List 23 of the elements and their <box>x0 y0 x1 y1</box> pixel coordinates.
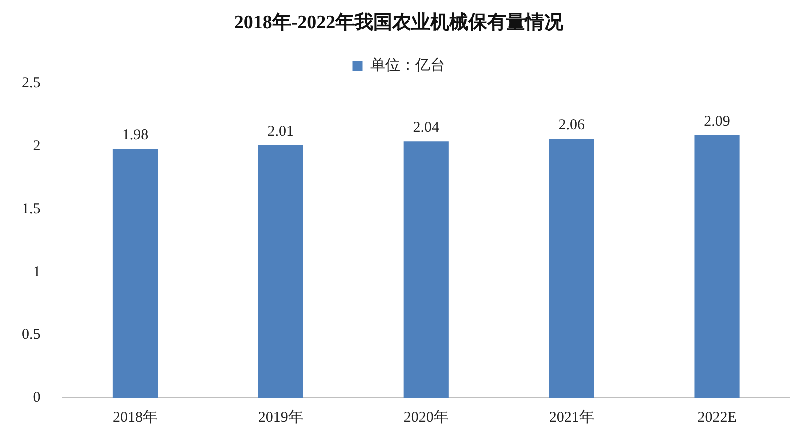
x-tick-label: 2019年 <box>258 408 304 426</box>
y-tick-label: 1 <box>33 264 41 280</box>
x-tick-label: 2018年 <box>112 408 158 426</box>
x-tick-label: 2021年 <box>549 408 594 426</box>
x-tick-label: 2022E <box>698 410 737 426</box>
y-tick-label: 0.5 <box>22 327 41 344</box>
bar <box>404 142 449 398</box>
y-tick-label: 1.5 <box>22 201 41 218</box>
data-label: 2.01 <box>268 124 294 140</box>
x-tick-label: 2020年 <box>404 408 449 426</box>
data-label: 2.04 <box>413 120 440 136</box>
data-label: 1.98 <box>122 128 149 144</box>
bar <box>112 149 158 398</box>
legend-label: 单位：亿台 <box>370 56 446 74</box>
bar <box>258 145 304 398</box>
y-tick-label: 2.5 <box>22 76 41 92</box>
data-label: 2.06 <box>558 118 586 134</box>
chart-title: 2018年-2022年我国农业机械保有量情况 <box>234 11 565 34</box>
bar <box>549 139 594 398</box>
y-tick-label: 0 <box>33 390 41 406</box>
bar <box>694 135 740 398</box>
y-tick-label: 2 <box>33 138 41 155</box>
data-label: 2.09 <box>704 114 730 130</box>
